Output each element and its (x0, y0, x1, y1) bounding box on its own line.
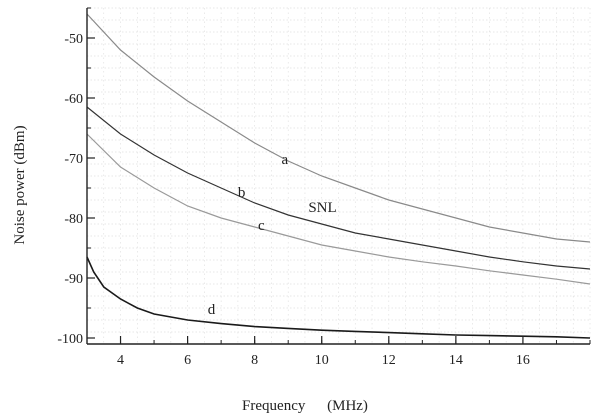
curve-label-a: a (281, 152, 288, 168)
y-tick-label: -70 (64, 152, 83, 167)
curve-label-c: c (258, 218, 265, 234)
curves (86, 13, 591, 339)
x-tick-label: 8 (251, 353, 258, 368)
x-tick-label: 14 (449, 353, 463, 368)
curve-label-b: b (238, 185, 246, 201)
curve-label-d: d (208, 302, 216, 318)
ticks: 4 6 8 10 12 14 16 -50 -60 -70 -80 -90 -100 (57, 7, 591, 368)
series-line-c (86, 133, 591, 285)
series-line-a (86, 13, 591, 243)
x-tick-label: 16 (516, 353, 530, 368)
series-line-d (86, 256, 591, 339)
x-tick-label: 12 (382, 353, 396, 368)
x-tick-label: 6 (184, 353, 191, 368)
y-tick-label: -60 (64, 92, 83, 107)
y-tick-label: -90 (64, 272, 83, 287)
x-tick-label: 4 (117, 353, 124, 368)
x-axis-label: Frequency (242, 398, 306, 414)
axes (86, 8, 590, 345)
curve-label-SNL: SNL (308, 200, 336, 216)
x-axis-title: Frequency (MHz) (242, 398, 368, 414)
x-tick-label: 10 (315, 353, 329, 368)
y-tick-label: -50 (64, 32, 83, 47)
y-axis-title: Noise power (dBm) (12, 125, 28, 244)
curve-labels: a b SNL c d (208, 152, 337, 318)
y-tick-label: -100 (57, 332, 83, 347)
x-axis-unit: (MHz) (327, 398, 368, 414)
y-tick-label: -80 (64, 212, 83, 227)
grid (86, 7, 591, 345)
series-line-b (86, 106, 591, 270)
